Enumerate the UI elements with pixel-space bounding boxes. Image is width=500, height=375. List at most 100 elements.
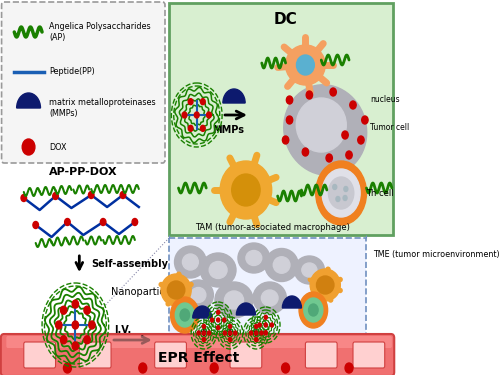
Circle shape [216,318,220,322]
Text: AP-PP-DOX: AP-PP-DOX [49,167,117,177]
Circle shape [64,219,70,225]
Ellipse shape [220,161,272,219]
Ellipse shape [253,282,286,314]
FancyBboxPatch shape [169,238,366,335]
Ellipse shape [161,274,191,306]
Circle shape [222,318,226,322]
Circle shape [197,331,200,335]
Circle shape [342,131,348,139]
Circle shape [188,99,193,105]
Ellipse shape [246,251,262,266]
Circle shape [328,177,354,209]
Circle shape [250,331,252,335]
Circle shape [282,136,288,144]
Circle shape [210,363,218,373]
Circle shape [84,336,90,344]
Circle shape [176,303,195,327]
Circle shape [64,363,72,373]
Circle shape [33,222,38,228]
Ellipse shape [238,243,270,273]
Ellipse shape [191,288,206,303]
Circle shape [22,139,35,155]
Circle shape [216,310,220,314]
Ellipse shape [183,280,214,310]
Circle shape [139,363,147,373]
Circle shape [326,154,332,162]
Circle shape [216,326,220,330]
Ellipse shape [174,246,206,278]
Ellipse shape [209,261,227,279]
FancyBboxPatch shape [154,342,186,368]
Circle shape [100,219,106,225]
Circle shape [53,192,59,200]
FancyBboxPatch shape [24,342,56,368]
Circle shape [322,169,360,217]
Circle shape [188,125,193,131]
FancyBboxPatch shape [1,334,394,375]
Circle shape [120,192,126,198]
Circle shape [286,96,292,104]
Circle shape [72,321,78,329]
FancyBboxPatch shape [2,2,165,163]
Circle shape [228,331,232,335]
Circle shape [302,148,308,156]
Circle shape [89,321,95,329]
Ellipse shape [316,276,334,294]
Text: TAM (tumor-associated macrophage): TAM (tumor-associated macrophage) [195,224,350,232]
Ellipse shape [302,263,317,277]
Circle shape [60,306,67,314]
Ellipse shape [296,55,314,75]
Wedge shape [193,306,212,318]
FancyBboxPatch shape [169,3,392,235]
Circle shape [350,101,356,109]
Circle shape [264,331,268,335]
Circle shape [72,300,78,308]
Ellipse shape [200,253,236,287]
Circle shape [202,338,205,342]
Circle shape [333,184,336,189]
FancyBboxPatch shape [353,342,384,368]
Text: Th cell: Th cell [366,189,394,198]
Circle shape [299,292,328,328]
Circle shape [234,331,237,335]
Ellipse shape [294,256,324,284]
FancyBboxPatch shape [230,342,262,368]
Circle shape [228,338,232,342]
Text: matrix metalloproteinases
(MMPs): matrix metalloproteinases (MMPs) [49,98,156,118]
Circle shape [228,324,232,328]
Circle shape [132,219,138,225]
Text: MMPs: MMPs [212,125,244,135]
Circle shape [210,318,214,322]
Ellipse shape [274,257,290,273]
Wedge shape [16,93,40,108]
Circle shape [254,324,258,328]
Circle shape [180,309,190,321]
Circle shape [202,331,205,335]
Text: DOX: DOX [49,142,66,152]
Circle shape [264,315,268,319]
Circle shape [84,306,90,314]
Wedge shape [223,89,245,103]
Wedge shape [282,296,302,308]
Circle shape [316,161,366,225]
Circle shape [72,342,78,350]
FancyBboxPatch shape [6,336,392,348]
Circle shape [346,151,352,159]
Circle shape [264,323,268,327]
Ellipse shape [215,282,253,318]
Circle shape [60,336,67,344]
Circle shape [170,297,199,333]
FancyBboxPatch shape [80,342,111,368]
Circle shape [200,125,205,131]
Circle shape [343,195,347,201]
Text: Self-assembly: Self-assembly [91,259,168,269]
Circle shape [304,298,323,322]
Circle shape [344,186,348,192]
Circle shape [362,116,368,124]
Circle shape [306,91,312,99]
Ellipse shape [262,290,278,306]
Circle shape [358,136,364,144]
Wedge shape [236,303,256,315]
Text: DC: DC [274,12,297,27]
Circle shape [258,323,261,327]
